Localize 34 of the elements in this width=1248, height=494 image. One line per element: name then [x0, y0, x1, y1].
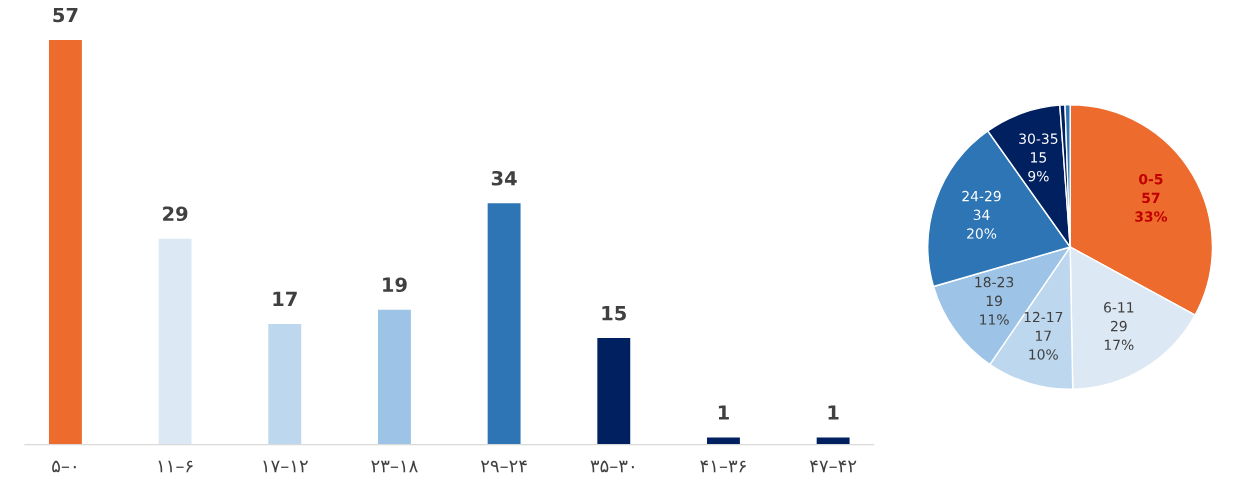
data-label: 19 — [383, 277, 407, 293]
slice-label: 30-35 — [1019, 133, 1058, 144]
data-label: 19 11% — [980, 295, 1009, 325]
x-tick-label: ۵–۰ — [52, 460, 76, 473]
bar — [597, 338, 631, 445]
x-tick-label: ۴۱–۳۶ — [700, 460, 746, 473]
data-label: 15 — [602, 306, 626, 321]
slice-label: 24-29 — [962, 190, 1001, 202]
data-label: 15 9% — [1028, 152, 1049, 182]
bar — [48, 39, 82, 445]
data-label: 29 17% — [1104, 320, 1134, 351]
x-tick-label: ۲۹–۲۴ — [480, 460, 527, 473]
data-label: 17 10% — [1029, 330, 1058, 360]
data-label: 29 — [163, 206, 188, 222]
data-label: 34 — [491, 170, 517, 186]
bar — [487, 203, 521, 445]
x-tick-label: ۱۱–۶ — [158, 460, 193, 473]
bar — [377, 309, 411, 445]
data-label: 57 33% — [1135, 192, 1168, 222]
slice-label: 12-17 — [1024, 311, 1063, 323]
data-label: 57 — [53, 7, 78, 23]
data-label: 1 — [718, 405, 729, 420]
data-label: 17 — [273, 291, 297, 306]
slice-label: 18-23 — [975, 276, 1014, 288]
slice-label: 0-5 — [1139, 173, 1163, 185]
bar — [268, 323, 302, 445]
data-label: 34 20% — [967, 209, 997, 239]
bar — [158, 238, 192, 445]
data-label: 1 — [828, 405, 839, 420]
x-tick-label: ۴۷–۴۲ — [809, 460, 857, 473]
x-tick-label: ۱۷–۱۲ — [263, 460, 308, 473]
x-tick-label: ۳۵–۳۰ — [590, 460, 634, 473]
slice-label: 6-11 — [1104, 302, 1134, 313]
x-tick-label: ۲۳–۱۸ — [371, 460, 418, 473]
